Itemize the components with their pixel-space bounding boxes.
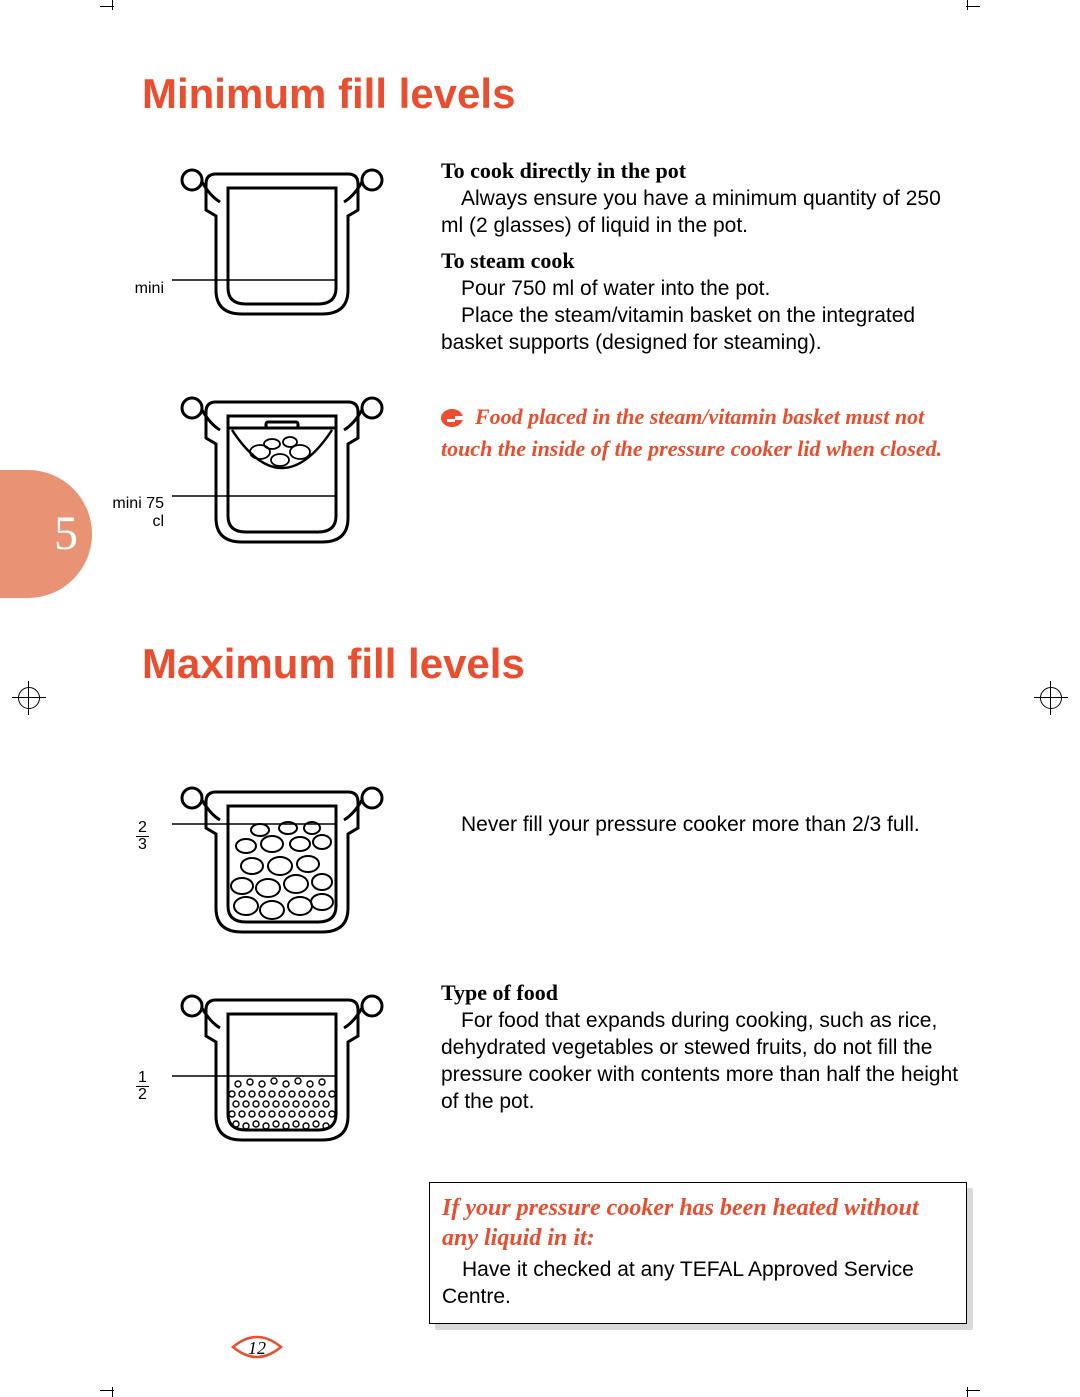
registration-mark [12, 681, 46, 715]
crop-mark [966, 1390, 980, 1391]
crop-mark [112, 1387, 113, 1397]
callout-body: Have it checked at any TEFAL Approved Se… [442, 1257, 954, 1311]
label-fraction-half: 1 2 [136, 1070, 149, 1103]
page-number: 12 [231, 1338, 283, 1359]
diagram-pot-steam-basket [172, 386, 392, 556]
label-fraction-two-thirds: 2 3 [136, 820, 149, 853]
label-mini: mini [112, 280, 164, 298]
label-mini-75cl: mini 75 cl [100, 495, 164, 531]
crop-mark [967, 1387, 968, 1397]
subhead-steam-cook: To steam cook [441, 248, 961, 274]
crop-mark [966, 6, 980, 7]
manual-page: 5 Minimum fill levels Maximum fill level… [0, 0, 1080, 1397]
body-cook-directly: Always ensure you have a minimum quantit… [441, 186, 961, 240]
step-number: 5 [54, 506, 78, 561]
body-steam-cook: Pour 750 ml of water into the pot. Place… [441, 276, 961, 357]
crop-mark [967, 0, 968, 10]
heading-maximum-fill: Maximum fill levels [142, 640, 525, 688]
subhead-type-of-food: Type of food [441, 980, 961, 1006]
registration-mark [1034, 681, 1068, 715]
warning-basket: Food placed in the steam/vitamin basket … [441, 403, 961, 463]
diagram-pot-mini [172, 158, 392, 328]
crop-mark [112, 0, 113, 10]
diagram-pot-two-thirds [172, 776, 392, 946]
body-max-fill: Never fill your pressure cooker more tha… [441, 812, 961, 839]
subhead-cook-directly: To cook directly in the pot [441, 158, 961, 184]
body-type-of-food: For food that expands during cooking, su… [441, 1008, 961, 1116]
diagram-pot-half [172, 984, 392, 1154]
callout-title: If your pressure cooker has been heated … [442, 1193, 954, 1253]
heading-minimum-fill: Minimum fill levels [142, 70, 515, 118]
callout-box: If your pressure cooker has been heated … [429, 1182, 967, 1324]
step-number-badge: 5 [0, 470, 92, 598]
page-number-badge: 12 [231, 1333, 283, 1363]
pointing-hand-icon [441, 407, 471, 435]
